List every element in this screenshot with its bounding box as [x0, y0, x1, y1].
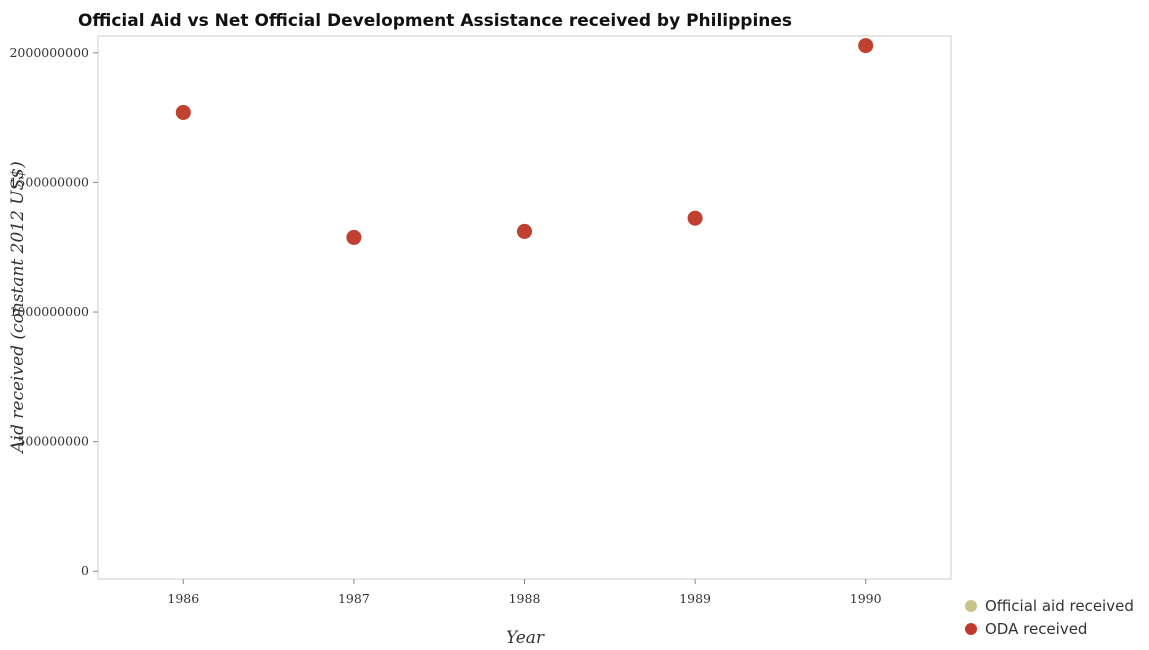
- y-tick-label: 2000000000: [9, 45, 89, 60]
- y-tick-label: 1000000000: [9, 304, 89, 319]
- data-points: [175, 38, 874, 245]
- y-axis: 0 500000000 1000000000 1500000000 2000000000: [9, 45, 98, 578]
- legend: Official aid received ODA received: [965, 597, 1134, 638]
- x-tick-label: 1989: [679, 591, 711, 606]
- y-tick-label: 500000000: [17, 434, 89, 449]
- y-axis-title: Aid received (constant 2012 US$): [8, 161, 28, 454]
- plot-area: [97, 35, 952, 580]
- x-axis-title: Year: [506, 628, 545, 648]
- x-tick-label: 1990: [850, 591, 882, 606]
- legend-marker-official-aid: [965, 600, 977, 612]
- x-axis: 1986 1987 1988 1989 1990: [167, 579, 882, 606]
- y-tick-label: 1500000000: [9, 174, 89, 189]
- chart-title: Official Aid vs Net Official Development…: [78, 11, 792, 31]
- data-point-oda-1989: [687, 210, 703, 226]
- data-point-oda-1988: [517, 223, 532, 239]
- legend-label-official-aid: Official aid received: [985, 597, 1134, 615]
- data-point-oda-1987: [346, 229, 362, 245]
- legend-marker-oda: [965, 623, 977, 635]
- x-tick-label: 1987: [338, 591, 370, 606]
- x-tick-label: 1988: [509, 591, 541, 606]
- data-point-oda-1986: [175, 104, 191, 120]
- y-tick-label: 0: [81, 563, 89, 578]
- legend-label-oda: ODA received: [985, 620, 1087, 638]
- data-point-oda-1990: [858, 38, 874, 54]
- x-tick-label: 1986: [167, 591, 199, 606]
